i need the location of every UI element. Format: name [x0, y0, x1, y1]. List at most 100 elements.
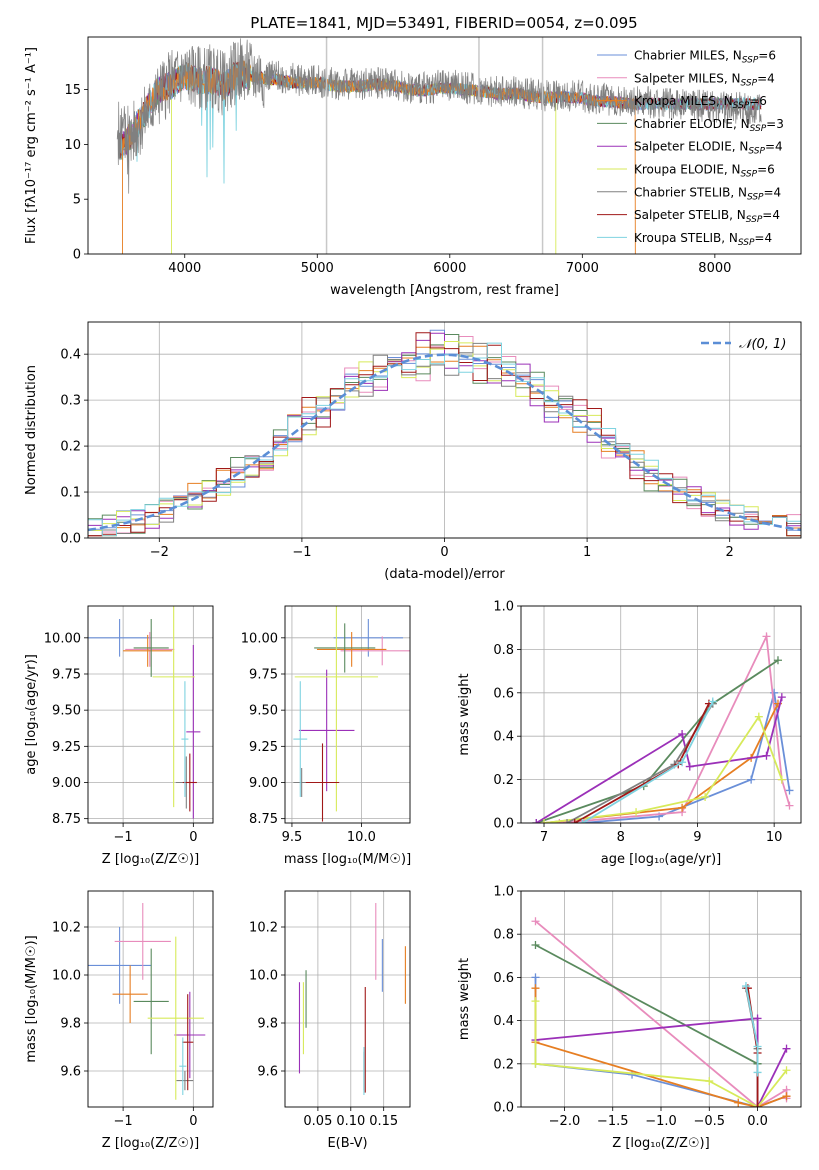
x-tick-label: 2 [726, 545, 734, 560]
y-tick-label: 9.8 [60, 1017, 81, 1032]
y-axis-label: mass [log₁₀(M/M☉)] [24, 935, 39, 1062]
legend-label: Salpeter STELIB, NSSP=4 [634, 208, 780, 225]
x-tick-label: 4000 [168, 261, 201, 276]
weight-point-marker [531, 941, 540, 949]
x-tick-label: 0.10 [336, 1114, 365, 1129]
weight-series-line [535, 696, 783, 823]
weight-point-marker [777, 775, 786, 784]
y-tick-label: 0.4 [493, 1014, 514, 1029]
weight-point-marker [531, 997, 540, 1006]
weight-point-marker [753, 1103, 762, 1107]
x-tick-label: 9 [693, 830, 701, 845]
x-tick-label: −2.0 [549, 1114, 581, 1129]
weight-point-marker [785, 801, 794, 810]
weight-point-marker [701, 792, 710, 801]
weight-point-marker [540, 819, 549, 823]
x-tick-label: 0 [440, 545, 448, 560]
weight-point-marker [705, 1077, 714, 1086]
y-tick-label: 10.0 [52, 969, 81, 984]
plot-area [116, 37, 762, 254]
weight-series-line [745, 988, 759, 1107]
legend-label: Kroupa STELIB, NSSP=4 [634, 231, 772, 248]
y-tick-label: 0.2 [60, 440, 81, 455]
weight-point-marker [678, 758, 687, 767]
y-tick-label: 0.4 [60, 348, 81, 363]
y-tick-label: 10 [64, 138, 81, 153]
weight-series-line [536, 659, 779, 823]
legend-label: Salpeter MILES, NSSP=4 [634, 71, 775, 88]
y-tick-label: 9.6 [60, 1065, 81, 1080]
y-axis-label: Normed distribution [24, 365, 39, 495]
y-tick-label: 9.8 [257, 1017, 278, 1032]
x-tick-label: 10.0 [347, 830, 376, 845]
weight-point-marker [762, 632, 771, 641]
y-tick-label: 10.0 [249, 969, 278, 984]
y-tick-label: 9.75 [249, 667, 278, 682]
y-axis-label: age [log₁₀(age/yr)] [24, 654, 39, 775]
x-tick-label: 8 [617, 830, 625, 845]
x-tick-label: 8000 [698, 261, 731, 276]
residual-histogram [88, 342, 801, 537]
y-tick-label: 9.25 [249, 740, 278, 755]
y-tick-label: 9.25 [52, 740, 81, 755]
legend-label: Salpeter ELODIE, NSSP=4 [634, 140, 783, 157]
weight-point-marker [747, 775, 756, 784]
y-tick-label: 9.50 [52, 704, 81, 719]
y-tick-label: 9.50 [249, 704, 278, 719]
weight-point-marker [753, 1042, 762, 1051]
weight-point-marker [531, 973, 540, 982]
y-tick-label: 1.0 [493, 885, 514, 900]
plot-area [88, 329, 801, 537]
weight-point-marker [570, 819, 579, 823]
y-tick-label: 9.75 [52, 667, 81, 682]
weight-series-line [543, 703, 779, 823]
x-tick-label: 1 [583, 545, 591, 560]
y-tick-label: 9.00 [249, 776, 278, 791]
x-axis-label: age [log₁₀(age/yr)] [601, 852, 722, 867]
plot-area [298, 903, 406, 1095]
x-tick-label: −1 [114, 1114, 133, 1129]
axes-frame [87, 321, 802, 539]
plot-area [88, 903, 206, 1100]
panel-residuals: −2 −1 0 1 2 0.0 0.1 0.2 0.3 0.4 (data-model)/error… [24, 321, 802, 582]
weight-series-line [535, 944, 759, 1065]
panel-weight_vs_Z: −2.0 −1.5 −1.0 −0.5 0.0 0.0 0.2 0.4 0.6 0.8 1.0 Z [… [457, 885, 802, 1151]
axes-frame [520, 605, 802, 824]
y-tick-label: 0.2 [493, 1057, 514, 1072]
weight-point-marker [777, 693, 786, 702]
y-axis-label: Flux [fλ10⁻¹⁷ erg cm⁻² s⁻¹ A⁻¹] [24, 47, 39, 244]
legend-label: Chabrier STELIB, NSSP=4 [634, 185, 781, 202]
x-tick-label: −1.0 [645, 1114, 677, 1129]
y-tick-label: 0.0 [493, 817, 514, 832]
weight-point-marker [678, 730, 687, 739]
axes-frame [87, 890, 214, 1108]
plot-area [293, 606, 410, 822]
weight-point-marker [741, 982, 750, 991]
y-axis-label: mass weight [457, 958, 472, 1040]
x-axis-label: mass [log₁₀(M/M☉)] [284, 852, 411, 867]
legend-label: Chabrier ELODIE, NSSP=3 [634, 117, 784, 134]
weight-point-marker [531, 984, 540, 993]
weight-point-marker [782, 1092, 791, 1101]
plot-area [88, 606, 201, 819]
axes-frame [520, 890, 802, 1108]
weight-point-marker [531, 1059, 540, 1068]
weight-point-marker [632, 808, 641, 817]
panel-age_vs_Z: −1 0 8.75 9.00 9.25 9.50 9.75 10.00 Z [log₁₀(Z/Z… [24, 605, 214, 867]
weight-point-marker [754, 712, 763, 721]
x-axis-label: E(B-V) [327, 1136, 367, 1151]
weight-point-marker [708, 697, 717, 706]
weight-point-marker [782, 1044, 791, 1053]
weight-point-marker [578, 819, 587, 823]
weight-point-marker [785, 786, 794, 795]
figure-title: PLATE=1841, MJD=53491, FIBERID=0054, z=0… [250, 14, 637, 32]
x-tick-label: −1.5 [597, 1114, 629, 1129]
x-axis-label: (data-model)/error [384, 567, 505, 582]
x-tick-label: 5000 [301, 261, 334, 276]
panel-mass_vs_EBV: 0.05 0.10 0.15 9.6 9.8 10.0 10.2 E(B-V) [249, 890, 411, 1151]
y-tick-label: 8.75 [249, 812, 278, 827]
panel-weight_vs_age: 7 8 9 10 0.0 0.2 0.4 0.6 0.8 1.0 age [log₁₀(age/yr… [457, 600, 802, 867]
weight-point-marker [782, 1066, 791, 1075]
x-axis-label: Z [log₁₀(Z/Z☉)] [612, 1136, 709, 1151]
